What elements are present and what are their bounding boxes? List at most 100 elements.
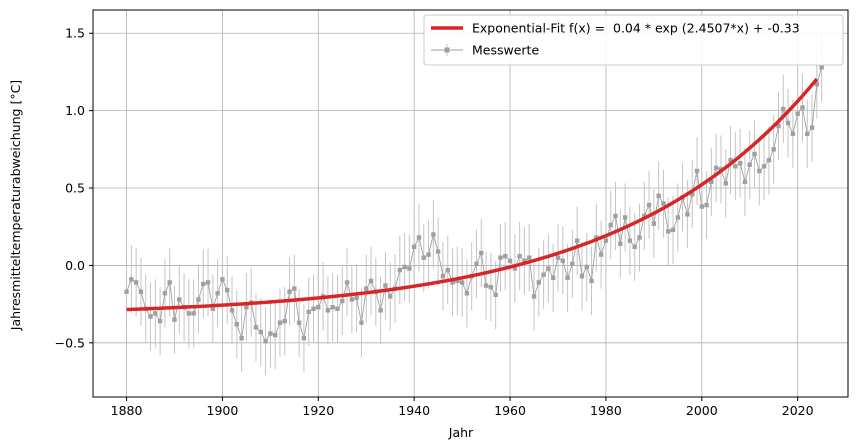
data-point: [819, 65, 824, 70]
data-point: [752, 151, 757, 157]
data-point: [670, 227, 676, 233]
data-point: [344, 280, 350, 285]
data-point: [651, 221, 657, 226]
data-point: [445, 267, 450, 273]
data-point: [723, 181, 728, 186]
data-point: [210, 306, 216, 311]
data-point: [440, 274, 446, 279]
data-point: [172, 317, 177, 322]
data-point: [316, 305, 321, 310]
data-point: [570, 261, 575, 267]
x-tick-label: 1920: [302, 403, 334, 418]
data-point: [742, 179, 748, 185]
data-point: [282, 318, 287, 324]
data-point: [598, 252, 604, 257]
data-point: [258, 329, 263, 335]
x-tick-label: 1940: [398, 403, 430, 418]
data-point: [330, 305, 335, 310]
data-point: [186, 311, 192, 316]
data-point: [781, 106, 786, 112]
data-point: [464, 291, 470, 296]
data-point: [292, 286, 297, 291]
data-point: [642, 213, 647, 219]
y-tick-label: 0.5: [65, 181, 85, 196]
data-point: [498, 255, 503, 260]
data-point: [805, 131, 810, 137]
legend: Exponential-Fit f(x) = 0.04 * exp (2.450…: [423, 14, 844, 66]
series-exponential-fit: [126, 77, 819, 312]
data-point: [603, 238, 609, 243]
data-point: [517, 253, 522, 259]
data-point: [704, 202, 709, 208]
data-point: [503, 253, 508, 259]
data-point: [435, 249, 441, 254]
data-point: [215, 291, 220, 296]
x-tick-label: 1980: [590, 403, 622, 418]
x-axis-label: Jahr: [448, 425, 474, 440]
data-point: [800, 105, 805, 110]
data-point: [646, 202, 652, 208]
data-point: [608, 222, 613, 228]
legend-meas-swatch-marker: [444, 47, 450, 53]
data-point: [416, 235, 422, 240]
legend-meas-label: Messwerte: [472, 43, 539, 58]
data-point: [713, 165, 719, 171]
data-point: [666, 229, 671, 234]
data-point: [368, 278, 374, 284]
y-tick-label: 0.0: [65, 258, 85, 273]
data-point: [488, 284, 494, 290]
y-tick-label: 1.5: [65, 26, 85, 41]
data-point: [354, 295, 359, 301]
data-point: [196, 297, 201, 302]
y-axis-label: Jahresmitteltemperaturabweichung [°C]: [8, 80, 23, 331]
data-point: [675, 215, 681, 220]
data-point: [177, 297, 182, 302]
y-tick-label: 1.0: [65, 103, 85, 118]
data-point: [129, 277, 134, 282]
data-point: [167, 280, 172, 285]
data-point: [795, 111, 800, 116]
x-tick-label: 2000: [686, 403, 718, 418]
data-point: [546, 266, 551, 271]
data-point: [776, 123, 781, 129]
data-point: [550, 275, 556, 281]
data-point: [364, 286, 369, 291]
data-point: [531, 294, 537, 299]
data-point: [253, 325, 259, 330]
data-point: [690, 192, 695, 197]
data-point: [785, 120, 791, 126]
data-point: [493, 292, 498, 298]
data-point: [426, 252, 431, 257]
data-point: [761, 164, 767, 169]
data-point: [479, 250, 484, 256]
data-point: [661, 201, 666, 206]
data-point: [613, 213, 618, 219]
data-point: [555, 255, 561, 260]
data-point: [699, 204, 704, 209]
grid-lines: [93, 10, 848, 397]
data-point: [483, 283, 489, 288]
data-point: [584, 264, 589, 270]
data-point: [618, 241, 623, 246]
data-point: [277, 320, 283, 325]
data-point: [272, 332, 278, 338]
data-point: [411, 244, 417, 250]
data-point: [263, 339, 268, 344]
data-point: [157, 318, 163, 324]
data-point: [512, 266, 518, 271]
data-point: [268, 331, 273, 336]
data-point: [459, 280, 465, 285]
data-point: [728, 157, 733, 163]
data-point: [359, 320, 364, 325]
data-point: [757, 168, 762, 174]
data-point: [378, 308, 383, 313]
x-tick-label: 1900: [207, 403, 239, 418]
data-point: [622, 215, 628, 220]
data-point: [349, 297, 355, 302]
legend-box: [423, 14, 844, 66]
data-point: [340, 298, 345, 304]
data-point: [656, 193, 661, 198]
data-point: [287, 289, 292, 294]
data-point: [455, 278, 460, 284]
